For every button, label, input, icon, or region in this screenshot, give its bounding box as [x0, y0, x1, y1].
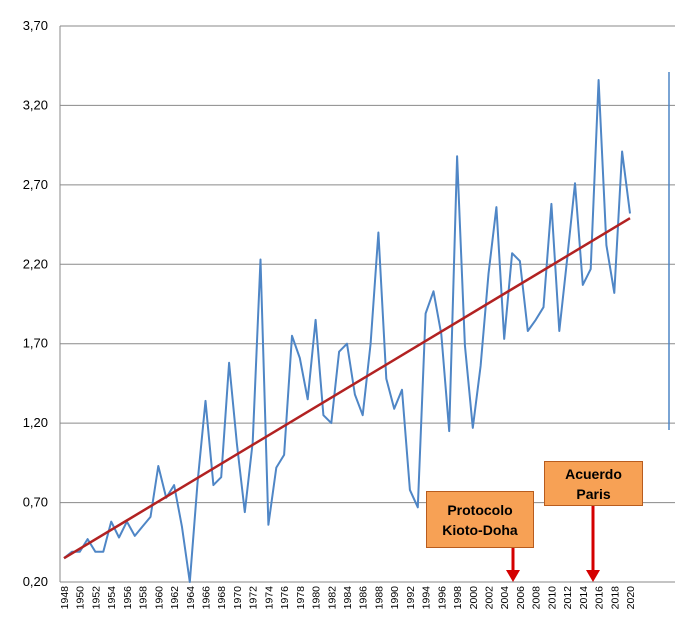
- arrow-acuerdo: [586, 506, 600, 582]
- x-tick-label: 1952: [90, 586, 102, 610]
- x-tick-label: 2010: [546, 586, 558, 610]
- x-tick-label: 2014: [578, 586, 590, 610]
- x-tick-label: 2020: [625, 586, 637, 610]
- x-tick-label: 1964: [185, 586, 197, 610]
- x-tick-label: 1956: [122, 586, 134, 610]
- x-tick-label: 1962: [169, 586, 181, 610]
- x-tick-label: 1968: [216, 586, 228, 610]
- x-tick-label: 1988: [373, 586, 385, 610]
- y-tick-label: 2,70: [23, 177, 48, 192]
- x-tick-label: 1950: [75, 586, 87, 610]
- x-tick-label: 1996: [436, 586, 448, 610]
- x-tick-label: 1974: [263, 586, 275, 610]
- x-tick-label: 2008: [531, 586, 543, 610]
- y-tick-label: 0,20: [23, 574, 48, 589]
- y-tick-label: 0,70: [23, 495, 48, 510]
- series-trend-line: [63, 217, 631, 560]
- x-tick-label: 1960: [153, 586, 165, 610]
- x-tick-label: 1982: [326, 586, 338, 610]
- x-tick-label: 1966: [201, 586, 213, 610]
- x-tick-label: 1958: [138, 586, 150, 610]
- x-tick-label: 1970: [232, 586, 244, 610]
- x-tick-label: 1976: [279, 586, 291, 610]
- y-tick-label: 3,20: [23, 97, 48, 112]
- x-tick-label: 2002: [484, 586, 496, 610]
- callout-protocolo-kioto-doha: Protocolo Kioto-Doha: [426, 491, 534, 548]
- x-tick-label: 2016: [594, 586, 606, 610]
- callout-protocolo-line2: Kioto-Doha: [442, 521, 518, 538]
- x-tick-label: 2000: [468, 586, 480, 610]
- x-tick-label: 2006: [515, 586, 527, 610]
- callout-acuerdo-line2: Paris: [576, 485, 611, 502]
- x-tick-label: 2012: [562, 586, 574, 610]
- series-annual-values-line: [63, 79, 631, 583]
- gridlines: [60, 25, 675, 504]
- y-tick-label: 2,20: [23, 256, 48, 271]
- x-tick-label: 2018: [609, 586, 621, 610]
- x-tick-label: 1984: [342, 586, 354, 610]
- x-tick-label: 1978: [295, 586, 307, 610]
- x-tick-label: 1980: [311, 586, 323, 610]
- callout-acuerdo-line1: Acuerdo: [565, 465, 622, 482]
- x-tick-label: 2004: [499, 586, 511, 610]
- x-tick-label: 1992: [405, 586, 417, 610]
- y-axis-tick-labels: 0,20 0,70 1,20 1,70 2,20 2,70 3,20 3,70: [23, 18, 48, 589]
- x-axis-tick-labels: 1948 1950 1952 1954 1956 1958 1960 1962 1964 1966…: [59, 586, 637, 610]
- arrow-protocolo: [506, 548, 520, 582]
- x-tick-label: 1990: [389, 586, 401, 610]
- x-tick-label: 1948: [59, 586, 71, 610]
- x-tick-label: 1954: [106, 586, 118, 610]
- y-tick-label: 1,70: [23, 336, 48, 351]
- callout-protocolo-line1: Protocolo: [447, 501, 513, 518]
- y-tick-label: 3,70: [23, 18, 48, 33]
- x-tick-label: 1998: [452, 586, 464, 610]
- x-tick-label: 1986: [358, 586, 370, 610]
- y-tick-label: 1,20: [23, 415, 48, 430]
- callout-acuerdo-paris: Acuerdo Paris: [544, 461, 643, 506]
- x-tick-label: 1972: [248, 586, 260, 610]
- x-tick-label: 1994: [421, 586, 433, 610]
